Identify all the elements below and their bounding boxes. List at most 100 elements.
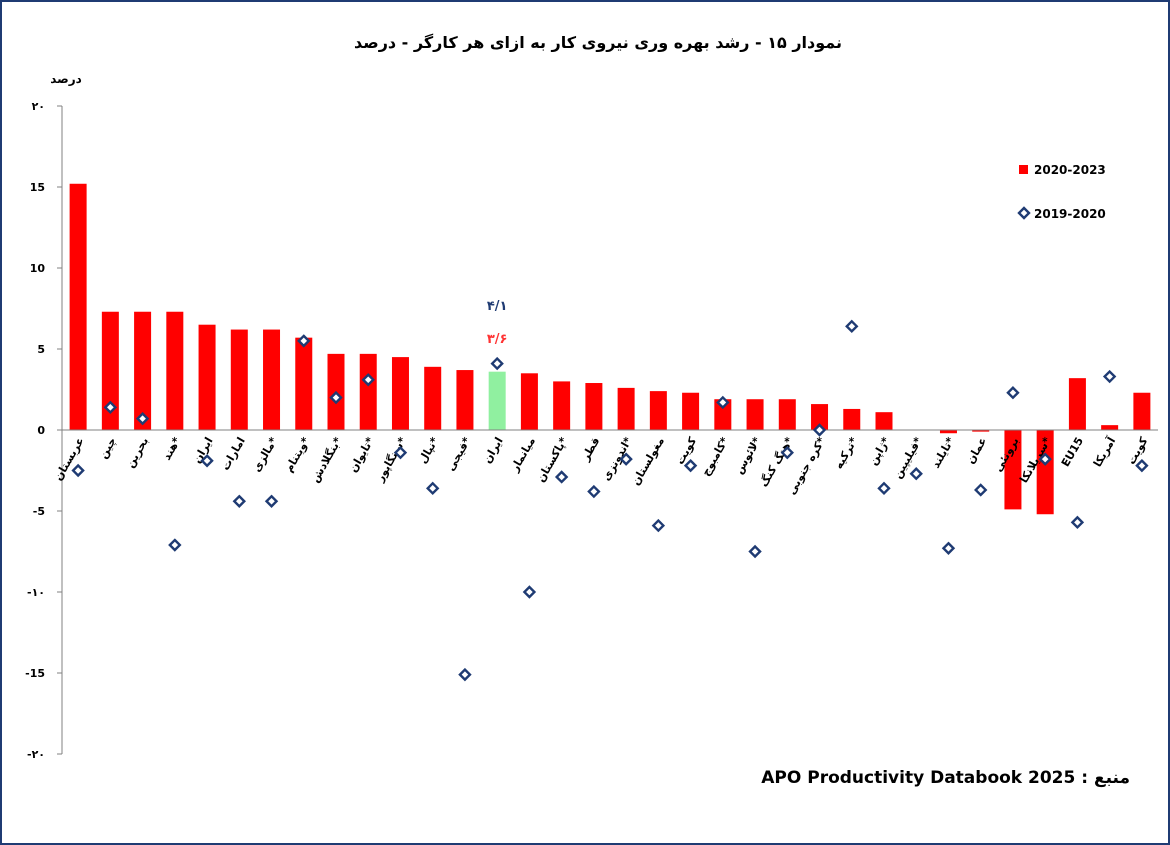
marker-point [974, 483, 988, 497]
bar [553, 381, 571, 430]
marker-point [780, 445, 794, 460]
bar [424, 366, 442, 430]
bar [230, 329, 248, 430]
x-tick-label: فیجی* [444, 435, 474, 473]
marker-point [1102, 369, 1117, 384]
legend-swatch-marker [1017, 206, 1031, 220]
bar [1068, 378, 1086, 430]
x-tick-label: تایوان* [346, 435, 376, 475]
marker-point [812, 423, 827, 437]
legend-swatch-bar [1019, 165, 1028, 174]
y-axis-label: درصد [50, 72, 82, 86]
y-tick-label: -15 [25, 667, 45, 680]
x-tick-label: قطر [578, 435, 602, 464]
bar [198, 324, 216, 430]
annotation-2019-2020: ۴/۱ [487, 299, 508, 314]
x-tick-label: کامبوج* [699, 435, 732, 479]
source-note: منبع : APO Productivity Databook 2025 [700, 768, 1130, 788]
y-tick-label: 10 [30, 262, 46, 275]
marker-point [1135, 458, 1149, 473]
x-tick-label: امارات [219, 435, 248, 473]
x-tick-label: مغولستان [629, 435, 667, 488]
marker-point [393, 445, 408, 460]
marker-point [1070, 515, 1085, 530]
marker-point [71, 463, 85, 478]
marker-point [1006, 386, 1020, 400]
y-tick-label: -۱۰ [27, 586, 45, 599]
bar [939, 430, 957, 434]
x-tick-label: عمان [964, 435, 989, 466]
chart-title: نمودار ۱۵ - رشد بهره وری نیروی کار به از… [353, 33, 842, 52]
marker-point [329, 390, 343, 405]
source-text: APO Productivity Databook 2025 [761, 768, 1076, 788]
marker-point [135, 411, 150, 426]
marker-point [426, 481, 440, 496]
bar [972, 430, 990, 432]
y-tick-label: -5 [33, 505, 45, 518]
marker-point [103, 400, 118, 415]
marker-point [264, 494, 279, 508]
x-tick-label: چین [97, 435, 119, 461]
bar [456, 370, 474, 430]
x-tick-label: ترکیه* [832, 435, 861, 471]
x-tick-label: کویت [673, 434, 699, 466]
bar [69, 183, 87, 430]
bar [585, 383, 603, 430]
bar [263, 329, 281, 430]
x-tick-label: آمریکا [1090, 434, 1118, 469]
marker-point [619, 452, 633, 466]
marker-point [941, 541, 956, 555]
bar [1036, 430, 1054, 515]
bar [166, 311, 184, 430]
x-tick-label: تایلند* [929, 435, 957, 471]
bar [1101, 425, 1119, 430]
bar [617, 387, 635, 430]
marker-point [683, 458, 698, 473]
x-tick-label: میانمار [508, 435, 538, 475]
marker-point [232, 494, 246, 508]
bar [295, 337, 313, 430]
marker-point [458, 667, 472, 682]
marker-point [845, 319, 859, 334]
x-tick-label: ایران [481, 435, 506, 466]
bar [488, 371, 506, 430]
y-tick-label: 0 [37, 424, 45, 437]
bar [1004, 430, 1022, 510]
x-tick-label: EU15 [1059, 435, 1086, 469]
marker-point [297, 334, 311, 348]
marker-point [1038, 452, 1052, 466]
marker-point [522, 585, 537, 599]
bar [843, 408, 861, 430]
marker-point [200, 454, 214, 468]
x-tick-label: بحرین [123, 435, 151, 470]
bar [359, 353, 377, 430]
legend-label-bar: 2020-2023 [1034, 163, 1106, 177]
bar [134, 311, 152, 430]
marker-point [748, 544, 762, 559]
marker-point [168, 538, 182, 552]
annotation-2020-2023: ۳/۶ [487, 332, 508, 347]
bar [1133, 392, 1151, 430]
y-tick-label: 5 [37, 343, 45, 356]
x-tick-label: ویتنام* [282, 435, 312, 475]
marker-point [490, 356, 504, 371]
bar [778, 399, 796, 430]
bar [391, 357, 409, 430]
source-label: منبع : [1081, 768, 1130, 788]
bar [649, 391, 667, 430]
marker-point [877, 481, 891, 496]
x-tick-label: عربستان [52, 435, 87, 483]
marker-point [716, 395, 730, 410]
bar [714, 399, 732, 430]
marker-point [909, 467, 923, 481]
bar [746, 399, 764, 430]
x-tick-label: بنگلادش* [308, 435, 344, 485]
bar [811, 404, 829, 430]
x-tick-label: کویت [1125, 434, 1151, 466]
marker-point [587, 484, 601, 499]
y-tick-label: 15 [30, 181, 45, 194]
marker-point [361, 373, 375, 387]
y-tick-label: -۲۰ [27, 748, 45, 761]
bar [682, 392, 700, 430]
